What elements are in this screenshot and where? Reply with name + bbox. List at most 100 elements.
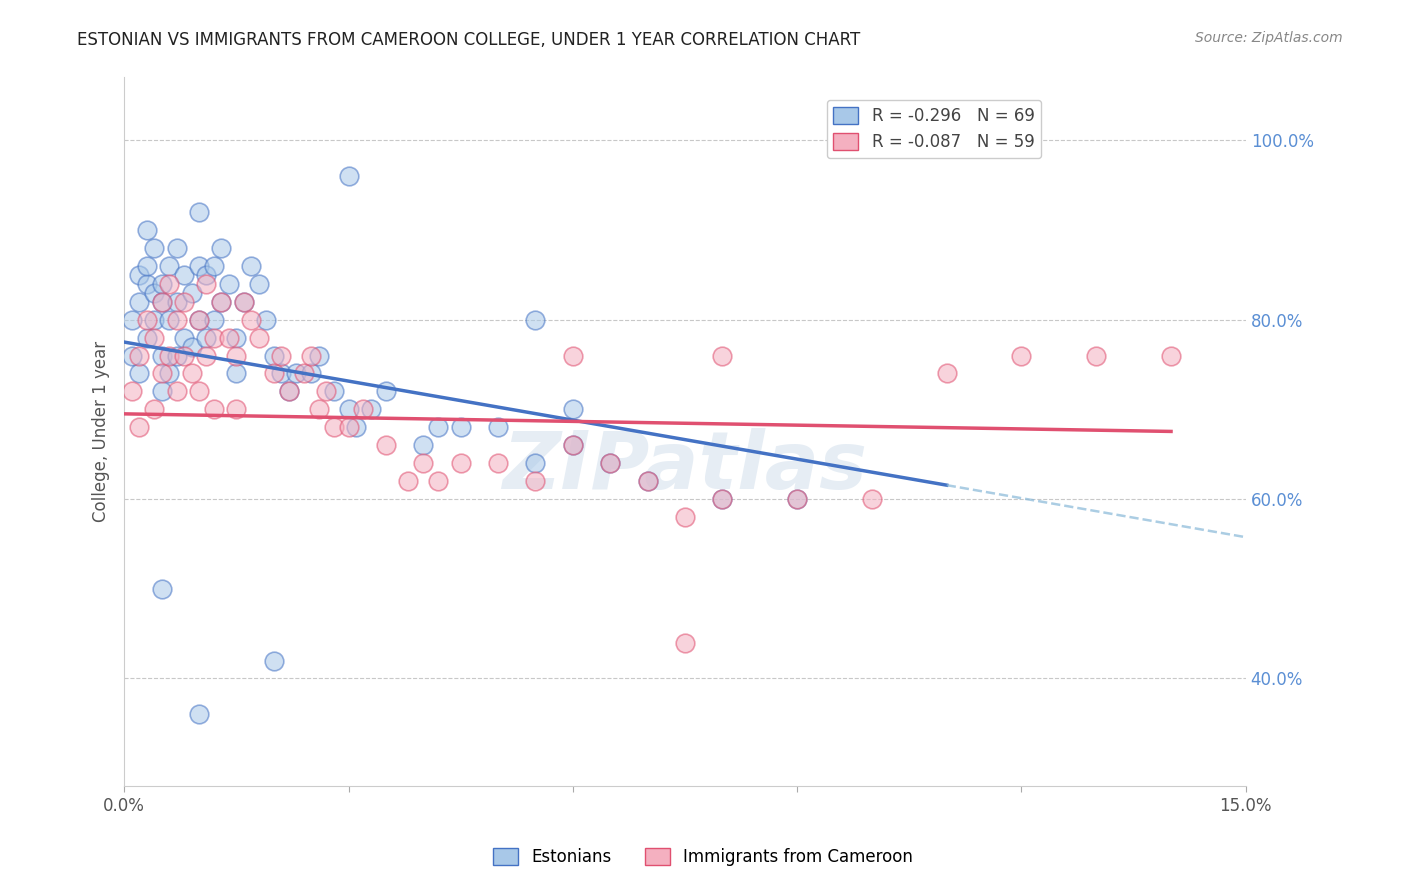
Point [299, 349, 322, 363]
Point [166, 312, 188, 326]
Point [344, 420, 367, 434]
Point [935, 367, 957, 381]
Point [188, 259, 211, 273]
Point [270, 349, 292, 363]
Y-axis label: College, Under 1 year: College, Under 1 year [93, 342, 110, 523]
Point [561, 402, 583, 417]
Point [128, 420, 150, 434]
Point [128, 367, 150, 381]
Point [150, 367, 173, 381]
Point [637, 474, 659, 488]
Point [143, 402, 166, 417]
Point [150, 582, 173, 596]
Point [263, 367, 285, 381]
Point [786, 491, 808, 506]
Point [1160, 349, 1182, 363]
Point [427, 420, 450, 434]
Point [561, 349, 583, 363]
Point [173, 268, 195, 282]
Point [524, 312, 547, 326]
Point [232, 294, 254, 309]
Point [599, 456, 621, 470]
Point [202, 312, 225, 326]
Point [218, 330, 240, 344]
Point [322, 420, 344, 434]
Point [135, 259, 157, 273]
Point [673, 510, 696, 524]
Point [1011, 349, 1033, 363]
Point [135, 312, 157, 326]
Text: Source: ZipAtlas.com: Source: ZipAtlas.com [1195, 31, 1343, 45]
Point [524, 456, 547, 470]
Point [157, 349, 180, 363]
Point [188, 312, 211, 326]
Point [308, 349, 330, 363]
Point [450, 420, 472, 434]
Point [337, 169, 360, 183]
Point [173, 349, 195, 363]
Point [860, 491, 883, 506]
Point [202, 259, 225, 273]
Point [524, 474, 547, 488]
Point [157, 367, 180, 381]
Point [263, 654, 285, 668]
Point [337, 420, 360, 434]
Point [166, 384, 188, 399]
Point [128, 268, 150, 282]
Point [180, 285, 202, 300]
Legend: R = -0.296   N = 69, R = -0.087   N = 59: R = -0.296 N = 69, R = -0.087 N = 59 [827, 100, 1042, 158]
Point [188, 384, 211, 399]
Point [337, 402, 360, 417]
Point [315, 384, 337, 399]
Point [188, 312, 211, 326]
Text: ZIPatlas: ZIPatlas [502, 428, 868, 507]
Point [786, 491, 808, 506]
Point [353, 402, 375, 417]
Point [427, 474, 450, 488]
Point [225, 402, 247, 417]
Point [396, 474, 419, 488]
Point [121, 384, 143, 399]
Point [195, 349, 218, 363]
Point [150, 294, 173, 309]
Point [292, 367, 315, 381]
Point [121, 349, 143, 363]
Point [247, 277, 270, 291]
Point [299, 367, 322, 381]
Point [232, 294, 254, 309]
Point [486, 456, 509, 470]
Point [225, 367, 247, 381]
Point [254, 312, 277, 326]
Point [277, 384, 299, 399]
Point [561, 438, 583, 452]
Point [412, 456, 434, 470]
Point [128, 349, 150, 363]
Point [150, 349, 173, 363]
Point [561, 438, 583, 452]
Point [322, 384, 344, 399]
Point [135, 277, 157, 291]
Point [150, 384, 173, 399]
Point [180, 340, 202, 354]
Point [173, 294, 195, 309]
Point [374, 384, 396, 399]
Point [121, 312, 143, 326]
Point [308, 402, 330, 417]
Point [135, 330, 157, 344]
Point [711, 491, 734, 506]
Point [188, 707, 211, 722]
Point [240, 312, 263, 326]
Point [360, 402, 382, 417]
Point [218, 277, 240, 291]
Point [599, 456, 621, 470]
Point [285, 367, 308, 381]
Point [143, 241, 166, 255]
Point [173, 330, 195, 344]
Point [1085, 349, 1108, 363]
Point [157, 277, 180, 291]
Point [166, 294, 188, 309]
Point [195, 277, 218, 291]
Point [240, 259, 263, 273]
Text: ESTONIAN VS IMMIGRANTS FROM CAMEROON COLLEGE, UNDER 1 YEAR CORRELATION CHART: ESTONIAN VS IMMIGRANTS FROM CAMEROON COL… [77, 31, 860, 49]
Point [673, 635, 696, 649]
